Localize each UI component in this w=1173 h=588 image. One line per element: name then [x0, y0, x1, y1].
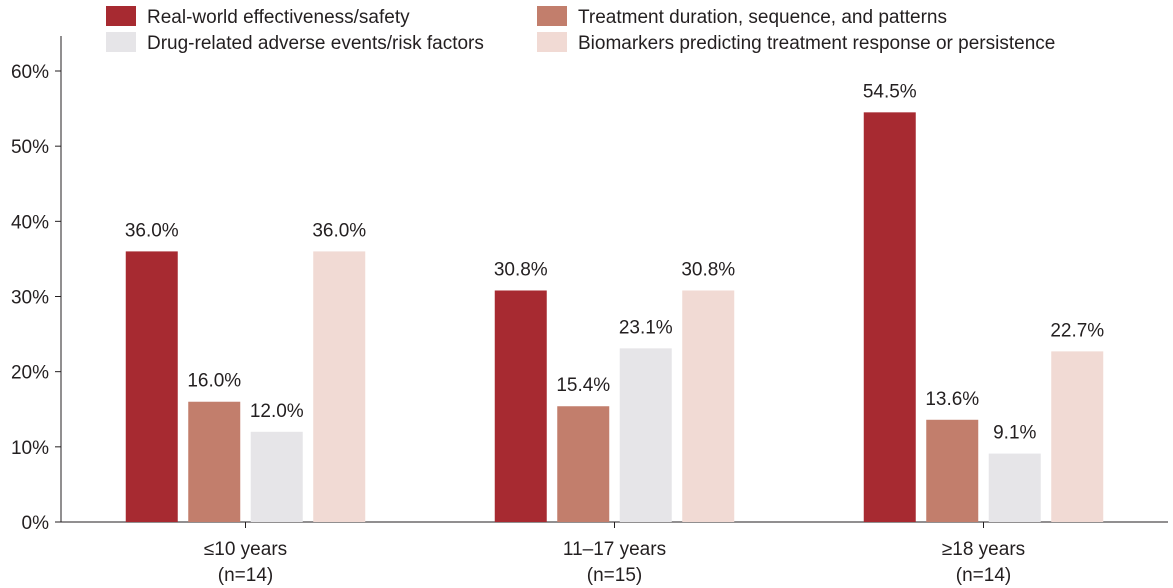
bar-value-label: 12.0%	[250, 401, 304, 422]
y-tick-label: 50%	[11, 137, 49, 158]
y-tick-label: 0%	[22, 513, 50, 534]
bar	[250, 431, 303, 522]
legend-item: Real-world effectiveness/safety	[106, 6, 410, 28]
x-category-label: ≤10 years	[204, 539, 287, 560]
x-category-count: (n=14)	[218, 565, 273, 586]
bar	[682, 290, 735, 522]
x-category-count: (n=15)	[587, 565, 642, 586]
bar	[619, 348, 672, 522]
bar	[926, 419, 979, 522]
bar-value-label: 23.1%	[619, 317, 673, 338]
bar-value-label: 30.8%	[681, 259, 735, 280]
y-axis: 0% 10% 20% 30% 40% 50% 60%	[11, 36, 62, 534]
legend-label: Drug-related adverse events/risk factors	[147, 33, 484, 54]
y-tick-label: 40%	[11, 212, 49, 233]
bar	[313, 251, 366, 522]
bar	[863, 112, 916, 522]
bar-value-label: 54.5%	[863, 81, 917, 102]
legend-swatch	[537, 6, 567, 26]
legend-swatch	[106, 6, 136, 26]
legend: Real-world effectiveness/safety Treatment…	[106, 6, 1055, 54]
bar	[188, 401, 241, 522]
legend-swatch	[537, 32, 567, 52]
legend-label: Biomarkers predicting treatment response…	[578, 33, 1055, 54]
bar-value-label: 15.4%	[556, 375, 610, 396]
legend-label: Real-world effectiveness/safety	[147, 7, 410, 28]
bar-value-label: 30.8%	[494, 259, 548, 280]
x-axis: ≤10 years (n=14) 11–17 years (n=15) ≥18 year…	[61, 521, 1168, 586]
x-category-count: (n=14)	[956, 565, 1011, 586]
legend-item: Biomarkers predicting treatment response…	[537, 32, 1055, 54]
y-tick-label: 30%	[11, 288, 49, 309]
x-category-label: 11–17 years	[563, 539, 666, 560]
bar-value-label: 36.0%	[125, 220, 179, 241]
bar	[125, 251, 178, 522]
bar-value-label: 16.0%	[187, 371, 241, 392]
legend-item: Drug-related adverse events/risk factors	[106, 32, 484, 54]
bar	[988, 453, 1041, 522]
bar-value-label: 22.7%	[1050, 320, 1104, 341]
bar-value-label: 36.0%	[312, 220, 366, 241]
y-tick-label: 20%	[11, 363, 49, 384]
legend-swatch	[106, 32, 136, 52]
x-category-label: ≥18 years	[942, 539, 1025, 560]
bar-value-label: 13.6%	[925, 389, 979, 410]
bar	[557, 406, 610, 522]
legend-item: Treatment duration, sequence, and patter…	[537, 6, 947, 28]
legend-label: Treatment duration, sequence, and patter…	[578, 7, 947, 28]
bar	[1051, 351, 1104, 522]
bars: 36.0% 16.0% 12.0% 36.0% 30.8% 15.4% 23.1% 30.8%…	[125, 81, 1104, 522]
y-tick-label: 60%	[11, 62, 49, 83]
bar	[494, 290, 547, 522]
y-tick-label: 10%	[11, 438, 49, 459]
bar-value-label: 9.1%	[993, 423, 1036, 444]
